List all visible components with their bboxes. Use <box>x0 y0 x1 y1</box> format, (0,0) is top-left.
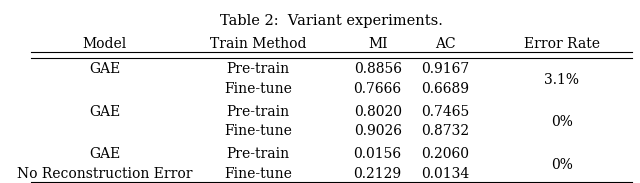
Text: AC: AC <box>435 37 456 51</box>
Text: 0.8020: 0.8020 <box>354 105 402 119</box>
Text: Fine-tune: Fine-tune <box>224 124 292 138</box>
Text: 0.7465: 0.7465 <box>421 105 469 119</box>
Text: 0.0134: 0.0134 <box>421 167 469 181</box>
Text: Pre-train: Pre-train <box>227 105 289 119</box>
Text: Train Method: Train Method <box>210 37 306 51</box>
Text: 0.0156: 0.0156 <box>354 147 402 161</box>
Text: GAE: GAE <box>89 105 120 119</box>
Text: No Reconstruction Error: No Reconstruction Error <box>17 167 192 181</box>
Text: 0.7666: 0.7666 <box>354 82 402 96</box>
Text: 0.8732: 0.8732 <box>421 124 469 138</box>
Text: MI: MI <box>368 37 387 51</box>
Text: Pre-train: Pre-train <box>227 147 289 161</box>
Text: 0.9167: 0.9167 <box>421 62 469 76</box>
Text: 0%: 0% <box>551 158 573 172</box>
Text: 0.9026: 0.9026 <box>354 124 402 138</box>
Text: Pre-train: Pre-train <box>227 62 289 76</box>
Text: 0.6689: 0.6689 <box>421 82 469 96</box>
Text: Model: Model <box>83 37 127 51</box>
Text: 3.1%: 3.1% <box>545 73 579 87</box>
Text: GAE: GAE <box>89 147 120 161</box>
Text: 0%: 0% <box>551 115 573 129</box>
Text: 0.2129: 0.2129 <box>354 167 402 181</box>
Text: GAE: GAE <box>89 62 120 76</box>
Text: 0.2060: 0.2060 <box>421 147 469 161</box>
Text: Error Rate: Error Rate <box>524 37 600 51</box>
Text: 0.8856: 0.8856 <box>354 62 402 76</box>
Text: Fine-tune: Fine-tune <box>224 82 292 96</box>
Text: Fine-tune: Fine-tune <box>224 167 292 181</box>
Text: Table 2:  Variant experiments.: Table 2: Variant experiments. <box>220 14 443 28</box>
